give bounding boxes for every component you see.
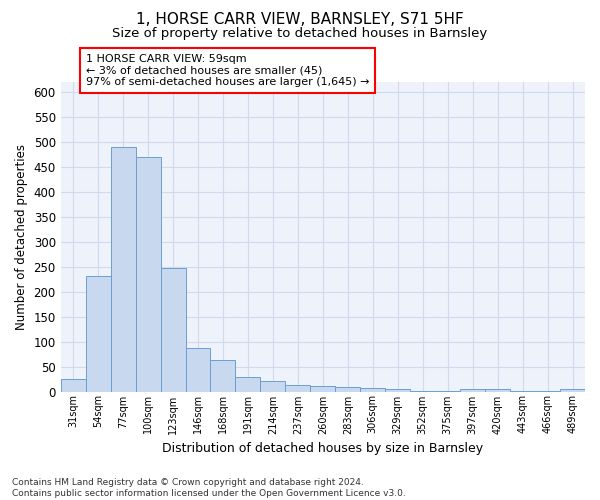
Text: 1 HORSE CARR VIEW: 59sqm
← 3% of detached houses are smaller (45)
97% of semi-de: 1 HORSE CARR VIEW: 59sqm ← 3% of detache… [86, 54, 369, 87]
Bar [161, 268, 185, 392]
Text: Size of property relative to detached houses in Barnsley: Size of property relative to detached ho… [112, 28, 488, 40]
Bar [235, 376, 260, 392]
Bar [286, 385, 310, 392]
Bar [360, 388, 385, 392]
Bar [460, 388, 485, 392]
Bar [211, 360, 235, 392]
Bar [61, 379, 86, 392]
Bar [86, 276, 110, 392]
Text: Contains HM Land Registry data © Crown copyright and database right 2024.
Contai: Contains HM Land Registry data © Crown c… [12, 478, 406, 498]
Bar [335, 386, 360, 392]
Y-axis label: Number of detached properties: Number of detached properties [15, 144, 28, 330]
Bar [560, 389, 585, 392]
Bar [110, 147, 136, 392]
Text: 1, HORSE CARR VIEW, BARNSLEY, S71 5HF: 1, HORSE CARR VIEW, BARNSLEY, S71 5HF [136, 12, 464, 28]
Bar [485, 388, 510, 392]
Bar [385, 389, 410, 392]
Bar [260, 380, 286, 392]
Bar [136, 157, 161, 392]
Bar [310, 386, 335, 392]
Bar [185, 348, 211, 392]
X-axis label: Distribution of detached houses by size in Barnsley: Distribution of detached houses by size … [162, 442, 484, 455]
